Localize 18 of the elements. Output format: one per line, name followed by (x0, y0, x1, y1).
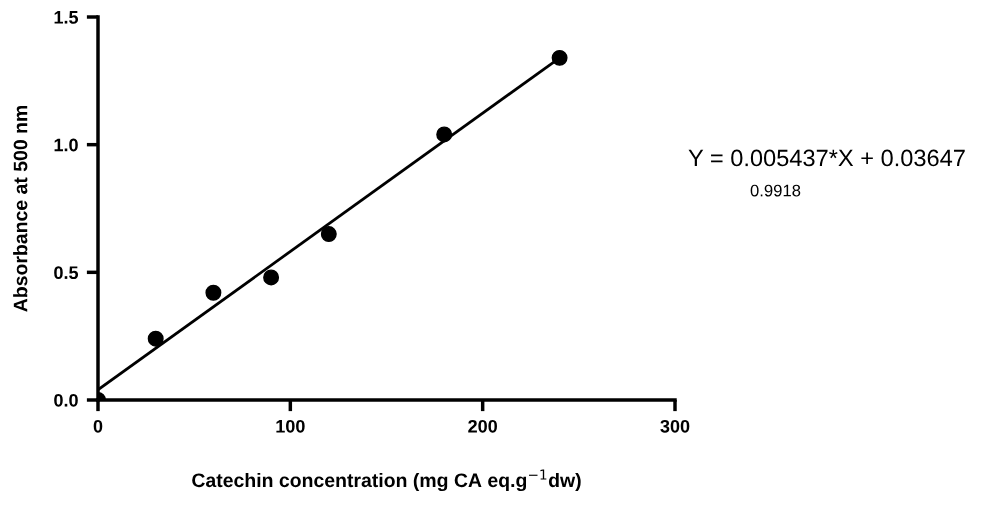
point (551, 49, 568, 66)
point (147, 330, 164, 347)
point (205, 284, 222, 301)
point (320, 226, 337, 243)
y-tick-label: 0.5 (54, 266, 79, 280)
x-tick-label: 200 (468, 419, 497, 433)
y-axis-title: Absorbance at 500 nm (13, 105, 28, 312)
y-tick-label: 1.5 (54, 11, 79, 24)
x-tick-label: 300 (660, 419, 690, 433)
x-tick-label: 0 (93, 419, 103, 433)
x-axis-title: Catechin concentration (mg CA eq.g$^{−1}$dw) (192, 469, 581, 492)
point (436, 126, 453, 143)
text: Y = 0.005437*X + 0.03647 (688, 149, 965, 167)
x-tick-label: 100 (276, 419, 305, 433)
y-tick-label: 1.0 (54, 138, 78, 152)
point (263, 269, 280, 286)
y-tick-label: 0.0 (54, 393, 78, 407)
text: 0.9918 (750, 184, 801, 197)
